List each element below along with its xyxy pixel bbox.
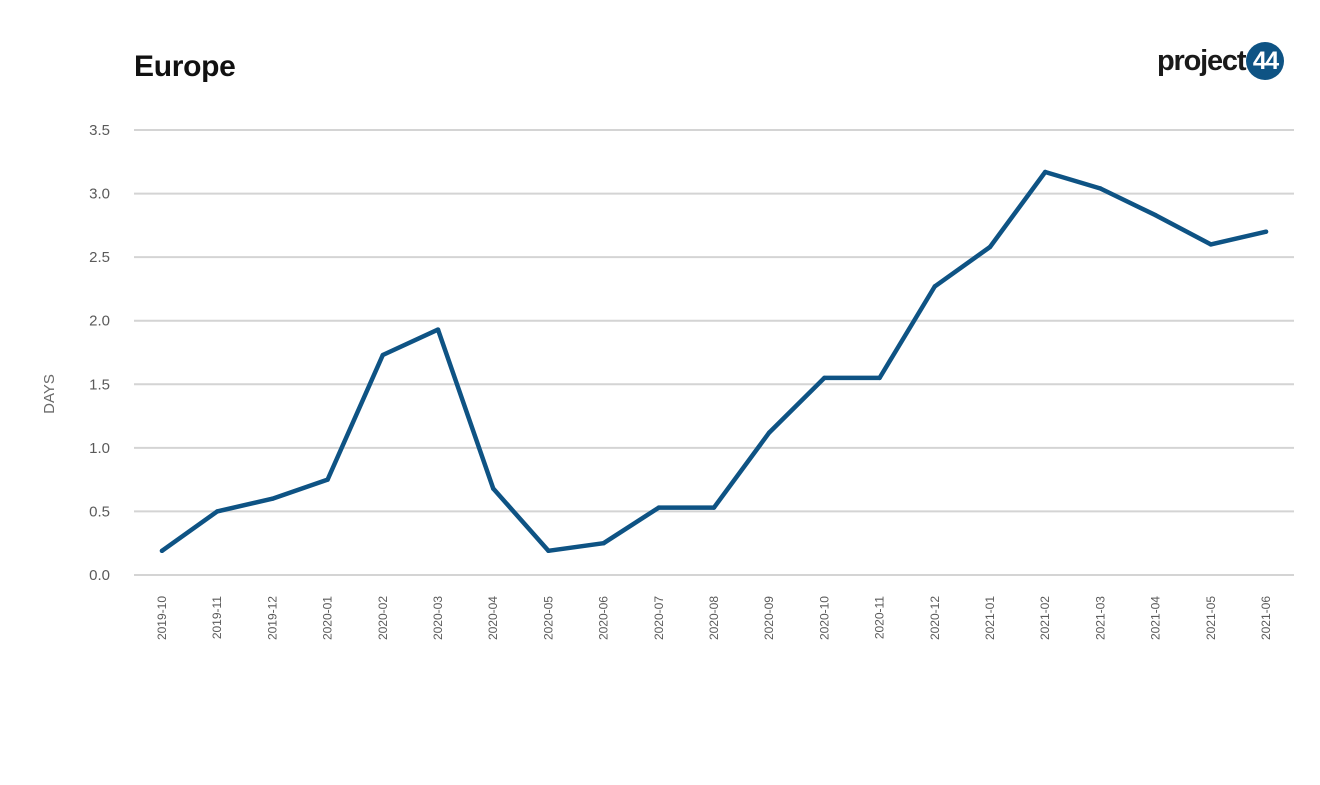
x-tick-label: 2021-04 bbox=[1149, 596, 1163, 640]
x-tick-label: 2021-02 bbox=[1038, 596, 1052, 640]
x-tick-label: 2020-06 bbox=[597, 596, 611, 640]
data-point bbox=[656, 505, 661, 510]
y-tick-label: 2.5 bbox=[89, 249, 110, 266]
data-point bbox=[932, 284, 937, 289]
x-tick-label: 2019-11 bbox=[210, 596, 224, 639]
logo-badge-text: 44 bbox=[1252, 46, 1279, 75]
y-tick-label: 3.5 bbox=[89, 122, 110, 139]
data-point bbox=[987, 244, 993, 250]
data-point bbox=[1208, 242, 1214, 247]
x-tick-label: 2021-05 bbox=[1204, 596, 1218, 640]
x-tick-label: 2020-10 bbox=[817, 596, 831, 640]
data-point bbox=[270, 496, 275, 501]
data-point bbox=[380, 352, 385, 358]
series-line bbox=[159, 169, 1269, 554]
data-point bbox=[1098, 186, 1103, 191]
y-tick-labels: 0.0 0.5 1.0 1.5 2.0 2.5 3.0 3.5 bbox=[89, 122, 110, 584]
data-point bbox=[1153, 212, 1158, 218]
y-tick-label: 3.0 bbox=[89, 186, 110, 203]
series-group bbox=[159, 169, 1269, 554]
data-point bbox=[601, 541, 606, 546]
x-tick-labels: 2019-10 2019-11 2019-12 2020-01 2020-02 2020-… bbox=[155, 596, 1273, 640]
x-tick-label: 2020-02 bbox=[376, 596, 390, 640]
chart-title: Europe bbox=[134, 50, 236, 83]
data-point bbox=[159, 548, 165, 554]
data-point bbox=[1043, 169, 1048, 175]
x-tick-label: 2019-10 bbox=[155, 596, 169, 640]
data-point bbox=[1263, 229, 1269, 234]
data-point bbox=[711, 505, 717, 510]
logo-text: project bbox=[1157, 45, 1247, 77]
x-tick-label: 2021-03 bbox=[1093, 596, 1107, 640]
x-tick-label: 2019-12 bbox=[265, 596, 279, 640]
x-tick-label: 2020-05 bbox=[541, 596, 555, 640]
x-tick-label: 2021-06 bbox=[1259, 596, 1273, 640]
data-point bbox=[215, 509, 220, 514]
y-tick-label: 1.0 bbox=[89, 440, 110, 457]
project44-logo: project 44 bbox=[1157, 40, 1285, 82]
x-tick-label: 2020-11 bbox=[873, 596, 887, 639]
x-tick-label: 2020-01 bbox=[321, 596, 335, 640]
y-tick-label: 0.0 bbox=[89, 567, 110, 584]
y-tick-label: 0.5 bbox=[89, 503, 110, 520]
x-tick-label: 2020-12 bbox=[928, 596, 942, 640]
data-point bbox=[767, 430, 772, 435]
data-point bbox=[325, 477, 330, 482]
y-axis-label: DAYS bbox=[41, 374, 58, 414]
gridlines bbox=[134, 129, 1294, 576]
x-tick-label: 2020-03 bbox=[431, 596, 445, 640]
data-point bbox=[491, 486, 496, 491]
logo-badge: 44 bbox=[1246, 42, 1285, 80]
x-tick-label: 2020-09 bbox=[762, 596, 776, 640]
x-tick-label: 2020-07 bbox=[652, 596, 666, 640]
data-point bbox=[877, 375, 882, 381]
x-tick-label: 2020-04 bbox=[486, 596, 500, 640]
y-tick-label: 2.0 bbox=[89, 313, 110, 330]
data-point bbox=[546, 548, 551, 554]
data-point bbox=[435, 327, 441, 332]
data-point bbox=[822, 375, 827, 381]
y-tick-label: 1.5 bbox=[89, 376, 110, 393]
x-tick-label: 2021-01 bbox=[983, 596, 997, 640]
x-tick-label: 2020-08 bbox=[707, 596, 721, 640]
